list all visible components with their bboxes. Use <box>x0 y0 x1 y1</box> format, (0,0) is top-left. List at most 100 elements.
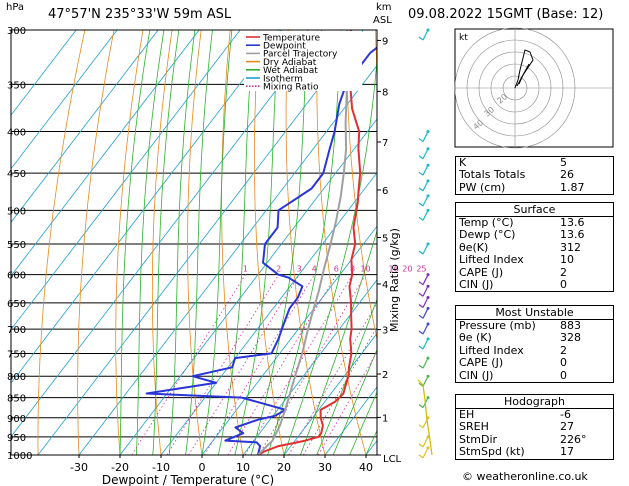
x-tick-label: -20 <box>111 461 129 474</box>
dry-adiabat-line <box>346 30 377 341</box>
row-value: 1.87 <box>560 180 585 194</box>
x-tick-label: 0 <box>199 461 206 474</box>
wind-barb <box>422 164 429 176</box>
surface-table: Surface Temp (°C) 13.6 Dewp (°C) 13.6 θe(K… <box>455 202 614 293</box>
mixing-ratio-label: 20 <box>402 265 412 274</box>
isotherm-line <box>11 30 241 331</box>
dry-adiabat-line <box>151 30 173 455</box>
row-label: Totals Totals <box>459 168 526 182</box>
row-label: CIN (J) <box>459 368 494 382</box>
km-tick-label: 3 <box>382 326 388 337</box>
wind-barb-flag <box>418 382 424 387</box>
wind-barb-flag <box>418 303 424 308</box>
wind-barb-flag <box>418 171 424 176</box>
wind-barb-dot <box>426 284 430 288</box>
mixing-ratio-label: 10 <box>360 265 370 274</box>
mixing-ratio-line <box>258 274 366 455</box>
wet-adiabat-line <box>250 30 309 455</box>
isotherm-line <box>160 171 377 455</box>
isotherm-line <box>78 64 377 455</box>
mixing-ratio-label: 1 <box>243 265 248 274</box>
wind-barb <box>422 338 429 350</box>
isotherm-line <box>283 332 377 455</box>
wind-barb-flag <box>418 424 424 429</box>
wind-barb-flag <box>418 281 424 286</box>
table-row: SREH 27 <box>456 420 613 434</box>
surface-title: Surface <box>456 203 613 217</box>
mixing-ratio-line <box>188 274 300 455</box>
wet-adiabat-line <box>316 298 377 455</box>
table-row: StmDir 226° <box>456 433 613 446</box>
table-row: Dewp (°C) 13.6 <box>456 228 613 242</box>
dry-adiabat-line <box>254 30 285 455</box>
row-value: 328 <box>560 331 581 345</box>
table-row: PW (cm) 1.87 <box>456 180 613 194</box>
pressure-tick-label: 650 <box>7 299 26 310</box>
mixing-ratio-label: 25 <box>416 265 426 274</box>
pressure-tick-label: 1000 <box>7 451 32 462</box>
wind-barb-flag <box>418 155 424 160</box>
parcel-trajectory-line <box>257 30 348 455</box>
km-tick-label: 2 <box>382 370 388 381</box>
mixing-ratio-line <box>131 274 246 455</box>
hodograph-storm-vector <box>516 63 530 87</box>
wind-barb <box>422 297 429 308</box>
mixing-ratio-line <box>288 302 377 455</box>
pressure-tick-label: 500 <box>7 206 26 217</box>
wet-adiabat-line <box>234 30 280 455</box>
row-label: SREH <box>459 420 489 434</box>
isotherm-line <box>11 30 159 223</box>
wind-barb-dot <box>426 306 430 310</box>
row-label: EH <box>459 408 475 421</box>
wind-barb <box>422 357 429 369</box>
wind-barb-flag <box>418 330 424 335</box>
most-unstable-table: Most Unstable Pressure (mb) 883 θe (K) 328… <box>455 305 614 383</box>
wind-barb <box>422 180 429 192</box>
wind-barb <box>422 243 429 255</box>
row-value: 13.6 <box>560 216 585 229</box>
table-row: EH -6 <box>456 408 613 421</box>
wind-barb-flag <box>418 454 424 459</box>
table-row: Pressure (mb) 883 <box>456 319 613 332</box>
row-value: 5 <box>560 156 567 169</box>
wind-barb-dot <box>426 273 430 277</box>
wind-barb <box>422 195 429 207</box>
legend-entry: Dewpoint <box>263 42 306 52</box>
x-axis-label: Dewpoint / Temperature (°C) <box>102 473 274 486</box>
pressure-tick-label: 700 <box>7 325 26 336</box>
wind-barb-flag <box>418 292 424 297</box>
row-label: Dewp (°C) <box>459 228 516 242</box>
table-row: Totals Totals 26 <box>456 168 613 182</box>
temperature-line <box>257 30 362 455</box>
row-value: 2 <box>560 265 567 279</box>
x-tick-label: -10 <box>152 461 170 474</box>
row-label: Lifted Index <box>459 253 524 267</box>
header-asl: ASL <box>373 15 392 26</box>
dry-adiabat-line <box>115 30 144 455</box>
wind-barb-dot <box>426 147 430 151</box>
header-location: 47°57'N 235°33'W 59m ASL <box>48 7 232 22</box>
wind-barb-flag <box>418 250 424 255</box>
plot-frame <box>10 29 378 456</box>
wet-adiabat-line <box>218 30 255 455</box>
km-tick-label: 9 <box>382 36 388 47</box>
wet-adiabat-line <box>152 30 180 455</box>
km-tick-label: 5 <box>382 233 388 244</box>
wind-barb <box>422 323 429 335</box>
pressure-tick-label: 950 <box>7 433 26 444</box>
wind-barb-surface <box>417 379 433 456</box>
wet-adiabat-line <box>349 390 377 455</box>
wet-adiabat-line <box>332 348 377 455</box>
pressure-tick-label: 450 <box>7 169 26 180</box>
wind-barb-dot <box>426 322 430 326</box>
table-row: CAPE (J) 2 <box>456 265 613 279</box>
table-row: Temp (°C) 13.6 <box>456 216 613 229</box>
header-km: km <box>376 2 392 13</box>
wind-barb-flag <box>418 443 424 448</box>
legend-entry: Temperature <box>262 33 320 43</box>
dry-adiabat-line <box>77 30 115 455</box>
pressure-tick-label: 550 <box>7 240 26 251</box>
row-value: -6 <box>560 408 571 421</box>
